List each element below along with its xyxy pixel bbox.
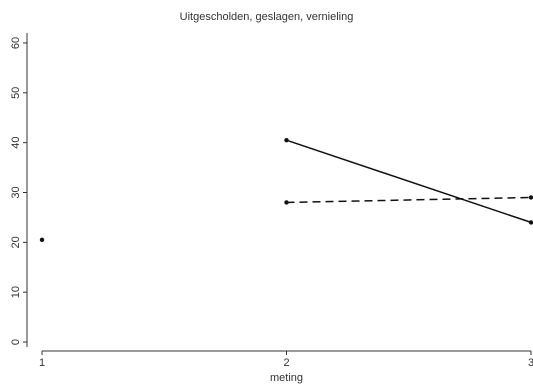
data-point: [284, 137, 289, 143]
chart-title: Uitgescholden, geslagen, vernieling: [179, 11, 354, 23]
series-group: [39, 137, 533, 243]
x-tick-label: 2: [283, 357, 289, 369]
axes: [23, 33, 532, 355]
data-point: [528, 195, 533, 200]
y-tick-label: 50: [10, 87, 22, 99]
data-point: [284, 200, 289, 205]
tick-labels: 0 10 20 30 40 50 60 1 2 3: [10, 37, 533, 369]
y-tick-label: 60: [10, 37, 22, 49]
x-tick-label: 3: [528, 357, 533, 369]
y-tick-label: 0: [10, 339, 22, 345]
data-point: [528, 220, 533, 225]
series-line-2: [286, 196, 532, 204]
data-point: [39, 237, 45, 243]
y-tick-label: 40: [10, 137, 22, 149]
x-axis-label: meting: [269, 372, 304, 384]
series-line-1: [286, 139, 532, 224]
y-tick-label: 20: [10, 236, 22, 248]
y-tick-label: 10: [10, 286, 22, 298]
y-tick-label: 30: [10, 186, 22, 198]
x-tick-label: 1: [39, 357, 45, 369]
